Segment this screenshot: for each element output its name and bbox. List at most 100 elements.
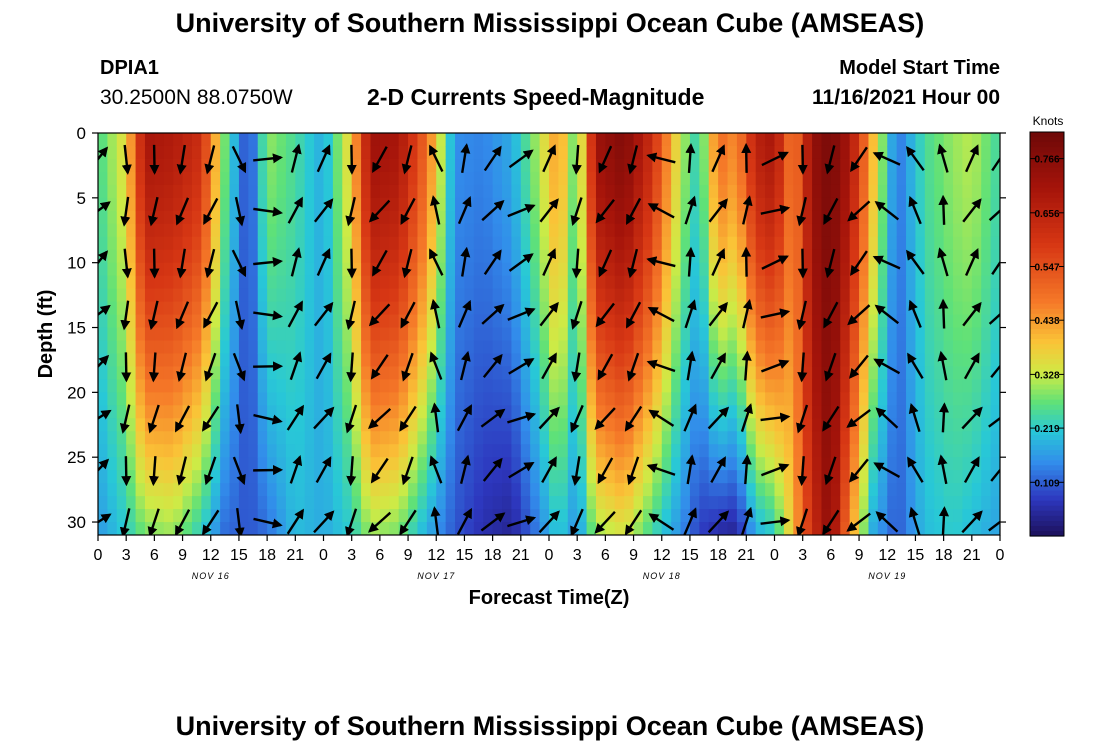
heatmap-cell [408,145,419,160]
current-arrow [456,507,473,535]
heatmap-cell [605,249,616,264]
heatmap-cell [943,444,954,458]
heatmap-cell [793,327,804,342]
current-arrow [174,509,191,535]
heatmap-cell [868,483,879,497]
current-arrow [457,299,472,328]
heatmap-cell [680,405,691,419]
heatmap-cell [238,171,249,186]
heatmap-cell [887,249,898,264]
heatmap-cell [511,145,522,160]
heatmap-cell [981,327,992,342]
heatmap-cell [558,275,569,290]
colorbar-segment [1030,167,1064,173]
heatmap-cell [896,171,907,186]
heatmap-cell [595,275,606,290]
heatmap-cell [567,379,578,393]
heatmap-cell [614,444,625,458]
heatmap-cell [934,288,945,303]
heatmap-cell [896,457,907,471]
heatmap-cell [652,392,663,406]
heatmap-cell [342,509,353,523]
heatmap-cell [511,288,522,303]
heatmap-cell [530,275,541,290]
heatmap-cell [154,223,165,238]
heatmap-cell [990,275,1000,290]
heatmap-cell [229,262,240,277]
heatmap-cell [332,392,343,406]
heatmap-cell [652,379,663,393]
heatmap-cell [342,379,353,393]
heatmap-cell [661,314,672,329]
heatmap-cell [408,262,419,277]
heatmap-cell [370,405,381,419]
heatmap-cell [718,522,729,535]
current-arrow [937,350,948,381]
heatmap-cell [361,509,372,523]
heatmap-cell [379,275,390,290]
heatmap-cell [361,288,372,303]
heatmap-cell [238,327,249,342]
heatmap-cell [473,340,484,355]
heatmap-cell [755,158,766,173]
heatmap-cell [520,418,531,432]
heatmap-cell [342,405,353,419]
heatmap-cell [671,379,682,393]
heatmap-cell [163,457,174,471]
heatmap-cell [868,418,879,432]
heatmap-cell [426,444,437,458]
heatmap-cell [577,379,588,393]
heatmap-cell [708,457,719,471]
heatmap-cell [389,197,400,212]
heatmap-cell [426,210,437,225]
colorbar-segment [1030,470,1064,476]
heatmap-cell [990,457,1000,471]
heatmap-cell [859,509,870,523]
current-arrow [401,248,413,279]
heatmap-cell [671,431,682,445]
heatmap-cell [163,418,174,432]
heatmap-cell [483,483,494,497]
heatmap-cell [436,133,447,147]
colorbar-segment [1030,313,1064,320]
heatmap-cell [906,522,917,535]
heatmap-cell [267,210,278,225]
heatmap-cell [436,236,447,251]
current-arrow [708,301,728,327]
heatmap-cell [314,431,325,445]
heatmap-cell [633,171,644,186]
heatmap-cell [774,418,785,432]
heatmap-cell [605,353,616,368]
heatmap-cell [577,327,588,342]
current-arrow [846,512,871,532]
heatmap-cell [389,133,400,147]
heatmap-cell [746,223,757,238]
heatmap-cell [229,171,240,186]
heatmap-cell [661,327,672,342]
heatmap-cell [802,288,813,303]
heatmap-cell [154,184,165,199]
heatmap-cell [539,158,550,173]
heatmap-cell [257,470,268,484]
heatmap-cell [671,145,682,160]
heatmap-cell [680,353,691,368]
current-arrow [429,351,443,380]
colorbar-segment [1030,222,1064,229]
heatmap-cell [943,262,954,277]
heatmap-cell [868,197,879,212]
heatmap-cell [849,223,860,238]
heatmap-cell [436,223,447,238]
heatmap-cell [191,145,202,160]
heatmap-cell [361,145,372,160]
heatmap-cell [727,184,738,199]
heatmap-cell [229,470,240,484]
heatmap-cell [924,509,935,523]
heatmap-cell [981,249,992,264]
heatmap-cell [492,184,503,199]
heatmap-cell [671,366,682,380]
heatmap-cell [671,158,682,173]
heatmap-cell [210,223,221,238]
heatmap-cell [107,340,118,355]
heatmap-cell [971,288,982,303]
x-axis: 0 3 6 9 12 15 18 21 0 3 6 9 12 15 18 21 0 3 6 9 12 15 18 21 0 3 6 9… [94,535,1005,564]
